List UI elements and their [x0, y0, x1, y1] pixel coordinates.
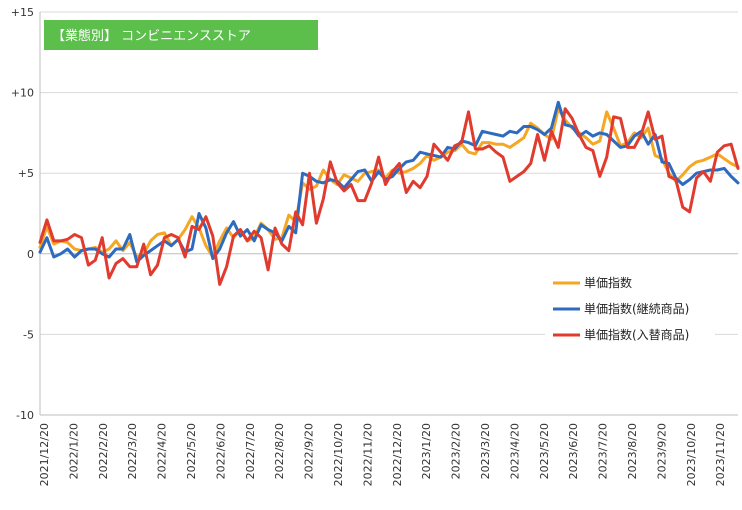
x-tick-label: 2022/9/20: [303, 423, 316, 479]
x-tick-label: 2022/12/20: [391, 423, 404, 486]
x-tick-label: 2022/6/20: [214, 423, 227, 479]
x-tick-label: 2022/3/20: [126, 423, 139, 479]
legend-label-replacement-items: 単価指数(入替商品): [584, 327, 689, 342]
x-tick-label: 2023/1/20: [420, 423, 433, 479]
legend: 単価指数 単価指数(継続商品) 単価指数(入替商品): [545, 266, 715, 350]
y-tick-label: +5: [18, 167, 34, 180]
y-tick-label: -5: [23, 328, 34, 341]
x-tick-label: 2023/10/20: [685, 423, 698, 486]
x-tick-label: 2022/4/20: [156, 423, 169, 479]
series-line-replacement-items: [38, 107, 740, 286]
title-badge: 【業態別】 コンビニエンスストア: [44, 20, 318, 50]
x-tick-label: 2023/2/20: [450, 423, 463, 479]
x-tick-label: 2022/10/20: [332, 423, 345, 486]
series-line-continuing-items: [38, 100, 740, 264]
x-tick-label: 2022/8/20: [273, 423, 286, 479]
y-tick-labels: -10 -5 0 +5 +10 +15: [11, 6, 34, 422]
x-tick-label: 2023/4/20: [508, 423, 521, 479]
x-tick-label: 2022/7/20: [244, 423, 257, 479]
x-tick-label: 2023/9/20: [655, 423, 668, 479]
axes: [39, 12, 738, 416]
x-tick-label: 2021/12/20: [38, 423, 51, 486]
x-tick-label: 2022/5/20: [185, 423, 198, 479]
grid-lines: [40, 11, 738, 416]
x-tick-label: 2023/8/20: [626, 423, 639, 479]
x-tick-label: 2023/11/20: [714, 423, 727, 486]
title-badge-background: [44, 20, 318, 50]
y-tick-label: 0: [27, 248, 34, 261]
x-tick-label: 2023/7/20: [597, 423, 610, 479]
y-tick-label: +10: [11, 87, 34, 100]
series-line-unit-price-index: [38, 107, 740, 259]
legend-label-continuing-items: 単価指数(継続商品): [584, 301, 689, 316]
x-tick-label: 2022/1/20: [67, 423, 80, 479]
y-tick-label: +15: [11, 6, 34, 19]
x-tick-label: 2022/2/20: [97, 423, 110, 479]
x-tick-labels: 2021/12/20 2022/1/20 2022/2/20 2022/3/20 202…: [38, 423, 727, 486]
x-tick-label: 2023/3/20: [479, 423, 492, 479]
x-tick-label: 2022/11/20: [361, 423, 374, 486]
legend-label-unit-price-index: 単価指数: [584, 275, 632, 290]
x-tick-label: 2023/6/20: [567, 423, 580, 479]
series-lines: [38, 100, 740, 286]
chart-title: 【業態別】 コンビニエンスストア: [52, 28, 251, 44]
y-tick-label: -10: [16, 409, 34, 422]
x-tick-label: 2023/5/20: [538, 423, 551, 479]
